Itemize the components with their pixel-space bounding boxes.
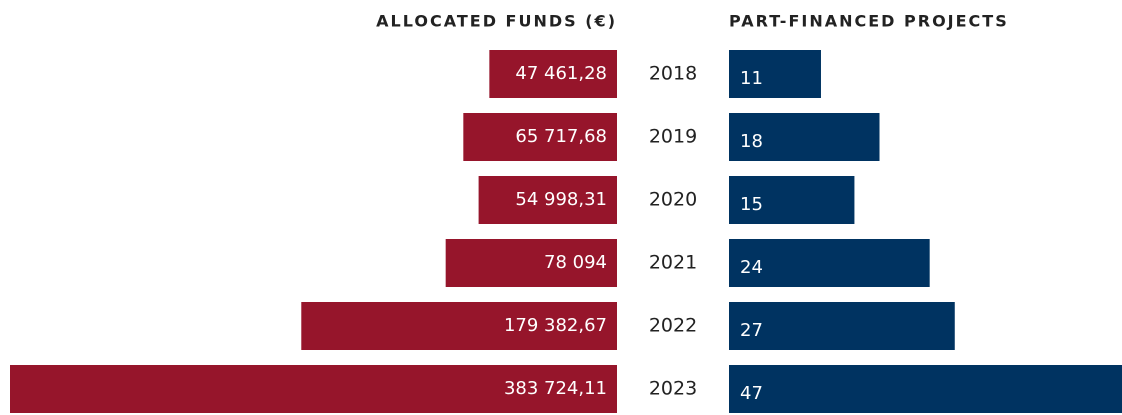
value-label: 47 bbox=[740, 383, 763, 404]
bar bbox=[729, 302, 955, 350]
value-label: 179 382,67 bbox=[504, 315, 607, 336]
value-label: 24 bbox=[740, 257, 763, 278]
bar bbox=[729, 50, 821, 98]
category-label: 2018 bbox=[649, 63, 697, 85]
bar bbox=[478, 176, 617, 224]
category-label: 2023 bbox=[649, 378, 697, 400]
value-label: 11 bbox=[740, 68, 763, 89]
value-label: 47 461,28 bbox=[515, 63, 607, 84]
left-header: ALLOCATED FUNDS (€) bbox=[376, 12, 617, 31]
bar bbox=[489, 50, 617, 98]
bar bbox=[10, 365, 617, 413]
bar bbox=[729, 365, 1122, 413]
category-label: 2021 bbox=[649, 252, 697, 274]
value-label: 54 998,31 bbox=[515, 189, 607, 210]
bar bbox=[729, 113, 880, 161]
right-header: PART-FINANCED PROJECTS bbox=[729, 12, 1009, 31]
category-label: 2020 bbox=[649, 189, 697, 211]
category-label: 2019 bbox=[649, 126, 697, 148]
value-label: 27 bbox=[740, 320, 763, 341]
bar bbox=[463, 113, 617, 161]
value-label: 18 bbox=[740, 131, 763, 152]
category-label: 2022 bbox=[649, 315, 697, 337]
value-label: 78 094 bbox=[544, 252, 607, 273]
value-label: 383 724,11 bbox=[504, 378, 607, 399]
value-label: 15 bbox=[740, 194, 763, 215]
value-label: 65 717,68 bbox=[515, 126, 607, 147]
bar bbox=[729, 176, 855, 224]
bar bbox=[729, 239, 930, 287]
bar bbox=[301, 302, 617, 350]
bar bbox=[445, 239, 617, 287]
